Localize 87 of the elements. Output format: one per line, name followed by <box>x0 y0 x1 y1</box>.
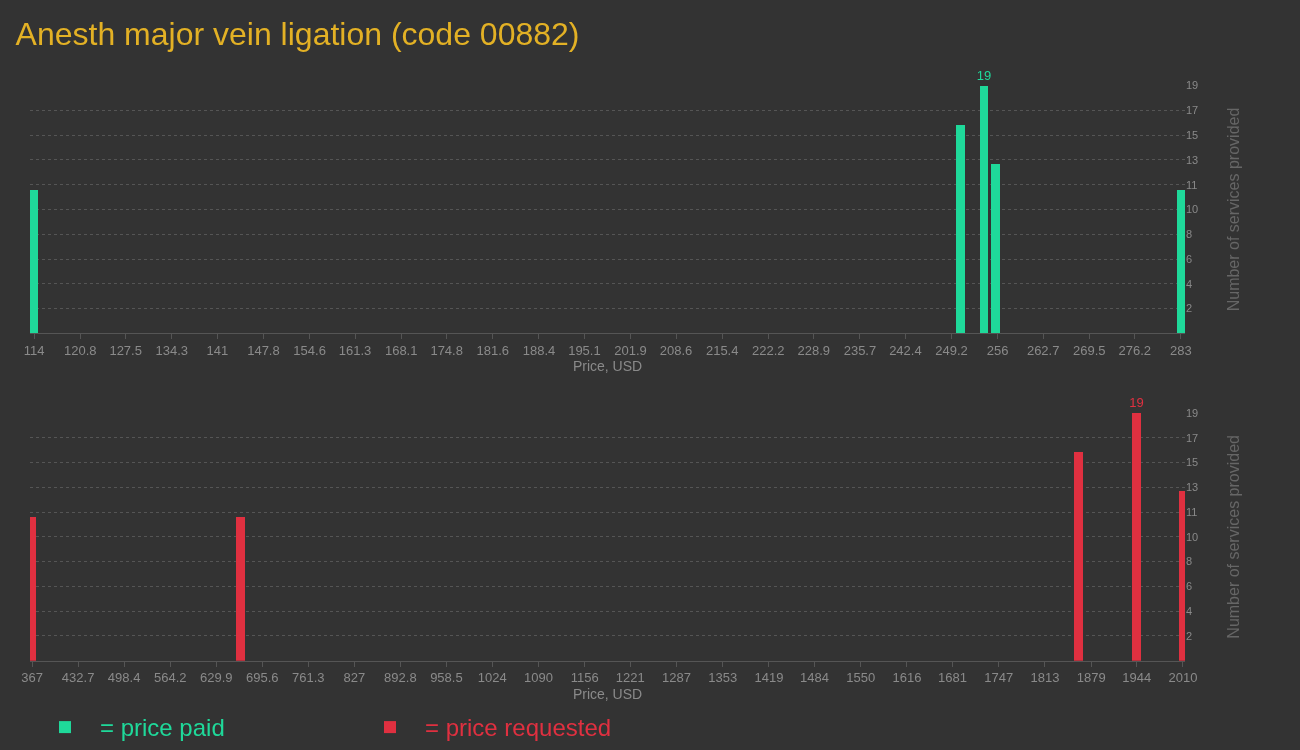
x-tick-label: 188.4 <box>522 342 556 358</box>
x-tick-label: 1616 <box>892 670 922 686</box>
x-tick-label: 958.5 <box>430 670 463 686</box>
x-tick-label: 262.7 <box>1026 342 1060 358</box>
x-tick-label: 892.8 <box>384 670 417 686</box>
x-tick-label: 114 <box>23 342 45 358</box>
y-tick-label: 4 <box>1186 277 1193 290</box>
x-axis-title: Price, USD <box>572 685 643 702</box>
y-tick-label: 8 <box>1186 228 1193 241</box>
x-tick-label: 1879 <box>1076 670 1106 686</box>
bar <box>30 189 38 334</box>
y-tick-label: 15 <box>1186 456 1199 469</box>
x-tick-label: 1747 <box>984 670 1014 686</box>
x-tick-label: 629.9 <box>199 670 233 686</box>
x-axis-title: Price, USD <box>572 358 643 375</box>
y-tick-label: 6 <box>1186 252 1193 265</box>
x-tick-label: 154.6 <box>293 342 326 358</box>
x-tick-label: 1484 <box>800 670 829 686</box>
x-tick-label: 134.3 <box>155 342 189 358</box>
x-tick-label: 235.7 <box>843 342 877 358</box>
y-tick-label: 8 <box>1186 555 1193 568</box>
x-tick-label: 215.4 <box>705 342 739 358</box>
x-tick-label: 201.9 <box>614 342 647 358</box>
y-tick-label: 15 <box>1186 129 1199 142</box>
y-tick-label: 10 <box>1186 203 1199 216</box>
bar <box>1132 412 1141 661</box>
x-tick-label: 827 <box>343 670 366 686</box>
bar <box>1074 451 1083 661</box>
y-tick-label: 17 <box>1186 431 1199 444</box>
x-tick-label: 181.6 <box>476 342 510 358</box>
y-tick-label: 11 <box>1186 178 1198 191</box>
bar <box>991 163 1000 334</box>
x-tick-label: 1944 <box>1122 670 1152 686</box>
x-tick-label: 208.6 <box>659 342 693 358</box>
y-tick-label: 11 <box>1186 505 1198 518</box>
x-tick-label: 222.2 <box>752 342 785 358</box>
x-tick-label: 498.4 <box>107 670 141 686</box>
x-tick-label: 283 <box>1170 342 1192 358</box>
legend-label: = price requested <box>425 714 612 742</box>
x-tick-label: 564.2 <box>153 670 187 686</box>
x-tick-label: 1156 <box>570 670 599 686</box>
y-tick-label: 2 <box>1186 302 1193 315</box>
chart-title: Anesth major vein ligation (code 00882) <box>15 15 580 52</box>
y-tick-label: 19 <box>1186 406 1199 419</box>
x-tick-label: 695.6 <box>245 670 279 686</box>
x-tick-label: 269.5 <box>1073 342 1106 358</box>
data-label: 19 <box>976 67 992 83</box>
y-tick-label: 2 <box>1186 629 1193 642</box>
y-tick-label: 6 <box>1186 580 1193 593</box>
data-label: 19 <box>1129 394 1144 410</box>
y-tick-label: 4 <box>1186 605 1193 618</box>
x-tick-label: 1221 <box>615 670 645 686</box>
x-tick-label: 228.9 <box>797 342 831 358</box>
x-tick-label: 1813 <box>1030 670 1060 686</box>
x-tick-label: 1287 <box>662 670 691 686</box>
x-tick-label: 256 <box>986 342 1009 358</box>
x-tick-label: 1353 <box>708 670 738 686</box>
bar <box>956 124 965 334</box>
x-tick-label: 249.2 <box>935 342 968 358</box>
x-tick-label: 127.5 <box>109 342 142 358</box>
x-tick-label: 174.8 <box>430 342 463 358</box>
bar <box>1177 189 1185 334</box>
x-tick-label: 367 <box>21 670 43 686</box>
x-tick-label: 761.3 <box>292 670 325 686</box>
x-tick-label: 1681 <box>938 670 967 686</box>
legend-label: = price paid <box>100 714 225 742</box>
x-tick-label: 141 <box>206 342 229 358</box>
bar <box>980 85 988 334</box>
y-tick-label: 19 <box>1186 79 1199 92</box>
x-tick-label: 1550 <box>846 670 876 686</box>
x-tick-label: 2010 <box>1168 670 1198 686</box>
x-tick-label: 147.8 <box>247 342 280 358</box>
bar <box>236 516 245 661</box>
y-tick-label: 13 <box>1186 481 1199 494</box>
x-tick-label: 432.7 <box>61 670 95 686</box>
x-tick-label: 168.1 <box>384 342 418 358</box>
y-tick-label: 10 <box>1186 530 1199 543</box>
x-tick-label: 242.4 <box>889 342 922 358</box>
y-tick-label: 13 <box>1186 153 1199 166</box>
x-tick-label: 120.8 <box>63 342 97 358</box>
y-tick-label: 17 <box>1186 104 1199 117</box>
x-tick-label: 161.3 <box>338 342 372 358</box>
x-tick-label: 276.2 <box>1118 342 1152 358</box>
x-tick-label: 195.1 <box>568 342 601 358</box>
x-tick-label: 1090 <box>524 670 553 686</box>
x-tick-label: 1024 <box>477 670 507 686</box>
x-tick-label: 1419 <box>754 670 784 686</box>
